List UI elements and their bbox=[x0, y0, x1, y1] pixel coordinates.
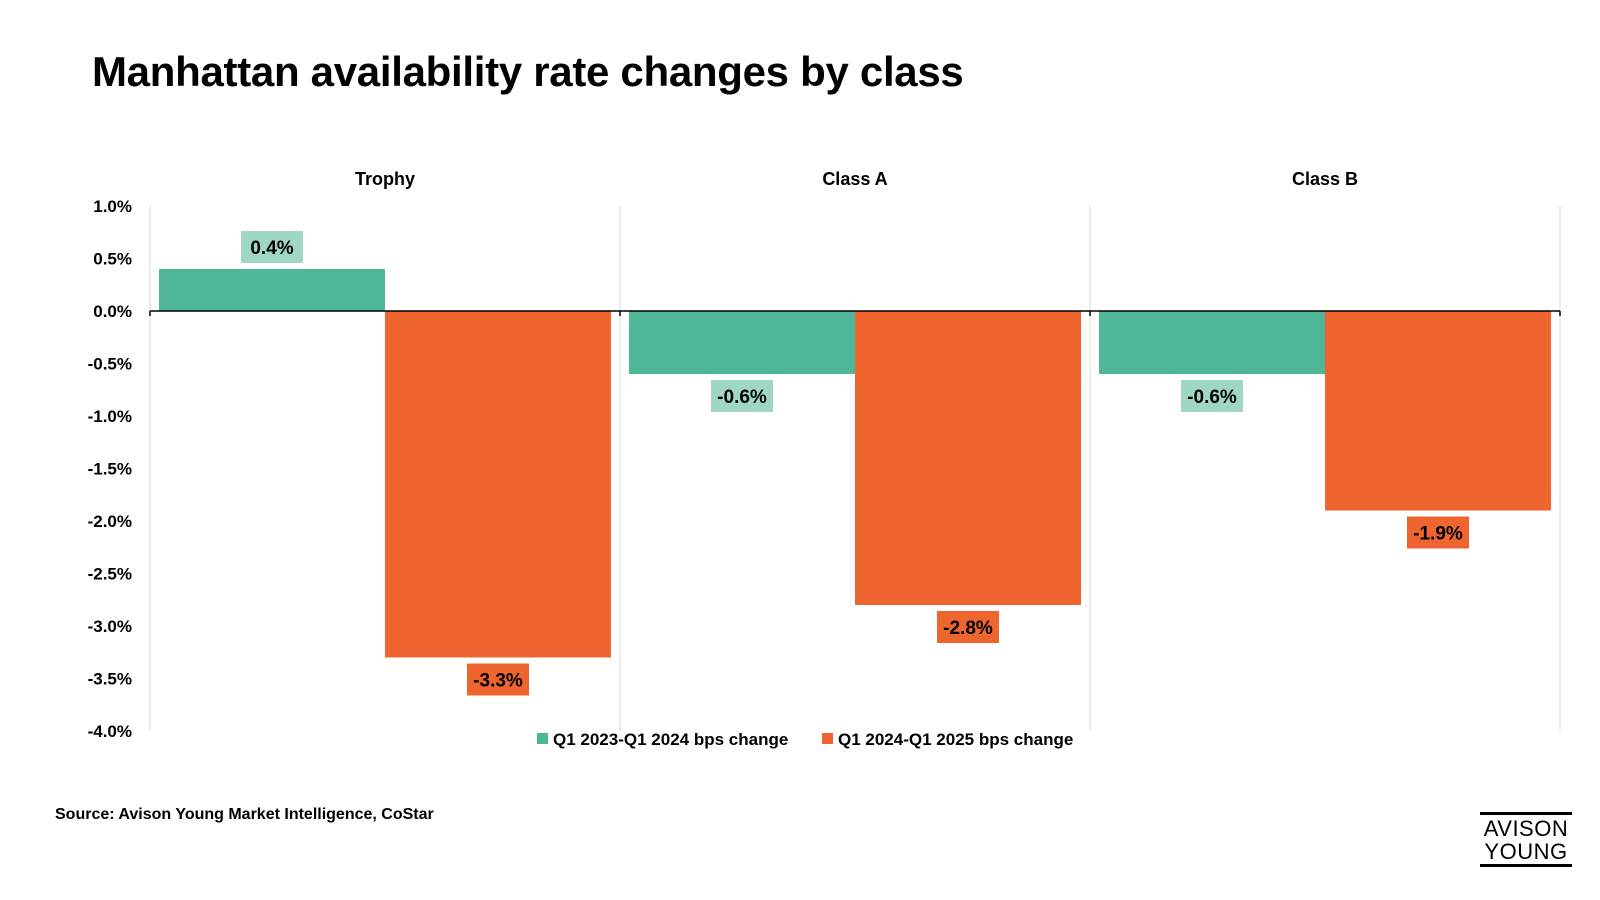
data-label: -0.6% bbox=[717, 387, 767, 408]
data-label: -1.9% bbox=[1413, 524, 1463, 545]
data-label-box bbox=[1181, 380, 1243, 412]
bar bbox=[1099, 311, 1325, 374]
data-label-box bbox=[937, 611, 999, 643]
data-label-box bbox=[1407, 516, 1469, 549]
legend-label: Q1 2023-Q1 2024 bps change bbox=[553, 730, 788, 749]
data-label-box bbox=[467, 663, 529, 696]
y-tick-label: 0.5% bbox=[93, 250, 132, 269]
y-tick-label: -3.0% bbox=[88, 617, 132, 636]
data-label: -3.3% bbox=[473, 671, 523, 692]
y-tick-label: -2.5% bbox=[88, 565, 132, 584]
logo-line-2: YOUNG bbox=[1484, 839, 1568, 864]
legend-swatch bbox=[537, 733, 548, 744]
category-label: Trophy bbox=[355, 169, 415, 189]
bar bbox=[1325, 311, 1551, 511]
data-label-box bbox=[711, 380, 773, 412]
y-tick-label: -1.0% bbox=[88, 407, 132, 426]
avison-young-logo: AVISON YOUNG bbox=[1480, 812, 1572, 867]
data-label-box bbox=[241, 231, 303, 263]
bar bbox=[629, 311, 855, 374]
source-note: Source: Avison Young Market Intelligence… bbox=[55, 806, 434, 823]
y-tick-label: -3.5% bbox=[88, 670, 132, 689]
chart-title: Manhattan availability rate changes by c… bbox=[92, 48, 964, 95]
data-label: -2.8% bbox=[943, 618, 993, 639]
category-label: Class B bbox=[1292, 169, 1358, 189]
y-tick-label: 1.0% bbox=[93, 197, 132, 216]
bar bbox=[159, 269, 385, 311]
y-tick-label: -0.5% bbox=[88, 355, 132, 374]
logo-line-1: AVISON bbox=[1483, 816, 1569, 841]
bar bbox=[385, 311, 611, 658]
data-label: 0.4% bbox=[250, 238, 293, 259]
y-tick-label: -1.5% bbox=[88, 460, 132, 479]
category-label: Class A bbox=[822, 169, 887, 189]
bar bbox=[855, 311, 1081, 605]
legend-label: Q1 2024-Q1 2025 bps change bbox=[838, 730, 1073, 749]
y-tick-label: 0.0% bbox=[93, 302, 132, 321]
data-label: -0.6% bbox=[1187, 387, 1237, 408]
y-tick-label: -4.0% bbox=[88, 722, 132, 741]
legend-swatch bbox=[822, 733, 833, 744]
y-tick-label: -2.0% bbox=[88, 512, 132, 531]
